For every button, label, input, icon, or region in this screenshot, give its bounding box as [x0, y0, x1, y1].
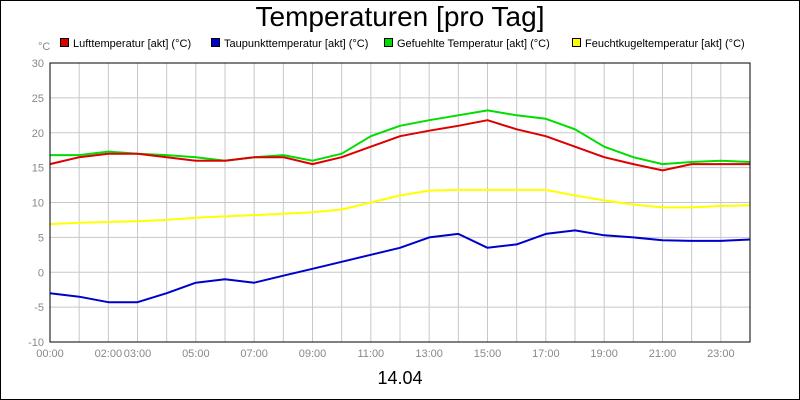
legend-item-feuchtkugeltemperatur[interactable]: Feuchtkugeltemperatur [akt] (°C)	[572, 38, 745, 50]
x-axis-ticks: 00:00 02:00 03:00 05:00 07:00 09:00 11:00 13:00…	[36, 348, 734, 360]
y-tick-label: 5	[38, 232, 44, 244]
x-tick-label: 05:00	[182, 348, 210, 360]
legend: Lufttemperatur [akt] (°C) Taupunkttemper…	[0, 38, 800, 52]
series-line-1	[49, 229, 751, 304]
legend-swatch-green	[384, 38, 393, 47]
chart-title: Temperaturen [pro Tag]	[255, 1, 545, 32]
y-tick-label: 15	[32, 163, 44, 175]
y-tick-label: 30	[32, 58, 44, 70]
x-tick-label: 02:00	[95, 348, 123, 360]
x-tick-label: 13:00	[415, 348, 443, 360]
legend-item-taupunkttemperatur[interactable]: Taupunkttemperatur [akt] (°C)	[211, 38, 368, 50]
x-tick-label: 23:00	[707, 348, 735, 360]
legend-item-lufttemperatur[interactable]: Lufttemperatur [akt] (°C)	[60, 38, 191, 50]
x-tick-label: 00:00	[36, 348, 64, 360]
y-axis-ticks: -10 -5 0 5 10 15 20 25 30	[28, 58, 44, 349]
legend-label: Taupunkttemperatur [akt] (°C)	[224, 38, 369, 50]
series-line-3	[49, 188, 751, 226]
series-group	[49, 109, 751, 304]
legend-label: Lufttemperatur [akt] (°C)	[73, 38, 192, 50]
y-tick-label: 20	[32, 128, 44, 140]
y-axis-unit: °C	[38, 41, 51, 53]
x-axis-label-date: 14.04	[377, 368, 423, 388]
plot-area-border	[49, 62, 751, 343]
legend-label: Feuchtkugeltemperatur [akt] (°C)	[585, 38, 745, 50]
grid	[49, 62, 751, 343]
legend-swatch-red	[60, 38, 69, 47]
x-tick-label: 03:00	[124, 348, 152, 360]
x-tick-label: 21:00	[649, 348, 677, 360]
y-tick-label: 10	[32, 198, 44, 210]
legend-item-gefuehlte-temperatur[interactable]: Gefuehlte Temperatur [akt] (°C)	[384, 38, 550, 50]
x-tick-label: 09:00	[299, 348, 327, 360]
y-tick-label: 0	[38, 267, 44, 279]
y-tick-label: -5	[34, 302, 44, 314]
series-line-0	[49, 119, 750, 172]
legend-swatch-yellow	[572, 38, 581, 47]
x-tick-label: 17:00	[532, 348, 560, 360]
series-line-2	[50, 109, 751, 166]
x-tick-label: 15:00	[474, 348, 502, 360]
legend-swatch-blue	[211, 38, 220, 47]
x-tick-label: 11:00	[357, 348, 384, 360]
x-tick-label: 19:00	[590, 348, 618, 360]
legend-label: Gefuehlte Temperatur [akt] (°C)	[397, 38, 550, 50]
y-tick-label: -10	[28, 337, 44, 349]
y-tick-label: 25	[32, 93, 44, 105]
x-tick-label: 07:00	[240, 348, 268, 360]
